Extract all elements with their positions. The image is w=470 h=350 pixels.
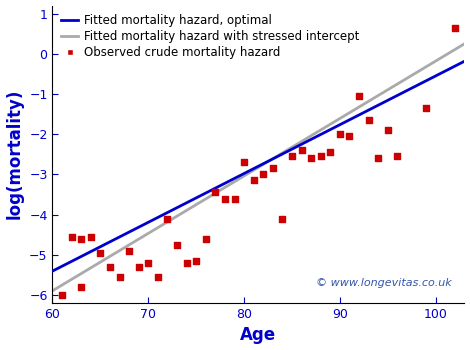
Y-axis label: log(mortality): log(mortality): [6, 89, 24, 219]
Point: [58, 292, 66, 298]
Point: [240, 160, 248, 165]
Point: [384, 127, 392, 133]
Point: [355, 93, 363, 99]
Point: [154, 274, 162, 280]
Point: [144, 260, 152, 266]
Point: [317, 154, 324, 159]
Point: [307, 155, 315, 161]
Point: [173, 242, 181, 247]
Point: [279, 216, 286, 222]
Point: [231, 196, 238, 201]
Point: [250, 177, 258, 183]
Point: [106, 264, 114, 270]
Point: [78, 284, 85, 290]
Point: [327, 149, 334, 155]
Point: [375, 155, 382, 161]
Point: [423, 105, 430, 111]
Point: [365, 117, 372, 123]
Point: [221, 196, 229, 201]
Point: [298, 147, 306, 153]
Point: [288, 154, 296, 159]
Point: [192, 258, 200, 264]
Point: [346, 133, 353, 139]
Point: [78, 236, 85, 241]
Text: © www.longevitas.co.uk: © www.longevitas.co.uk: [316, 278, 452, 288]
Point: [125, 248, 133, 253]
Point: [212, 190, 219, 195]
Point: [68, 234, 75, 239]
Legend: Fitted mortality hazard, optimal, Fitted mortality hazard with stressed intercep: Fitted mortality hazard, optimal, Fitted…: [58, 12, 362, 61]
Point: [116, 274, 123, 280]
Point: [183, 260, 190, 266]
Point: [336, 131, 344, 137]
Point: [97, 250, 104, 255]
Point: [87, 234, 94, 239]
Point: [451, 25, 459, 30]
Point: [393, 154, 401, 159]
Point: [202, 236, 210, 241]
Point: [259, 172, 267, 177]
X-axis label: Age: Age: [240, 327, 276, 344]
Point: [135, 264, 142, 270]
Point: [164, 216, 171, 222]
Point: [269, 166, 276, 171]
